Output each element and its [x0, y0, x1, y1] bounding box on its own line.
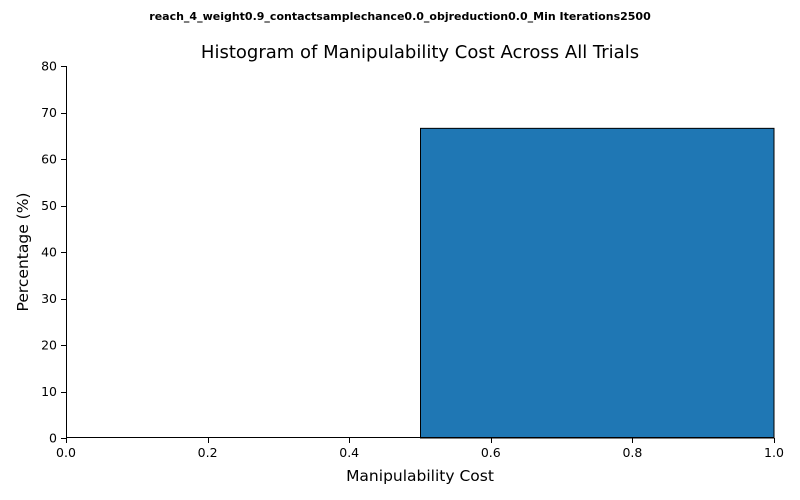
- histogram-bar-1: [420, 127, 775, 439]
- y-tick-label: 50: [41, 198, 57, 213]
- x-ticks-layer: 0.0 0.2 0.4 0.6 0.8 1.0: [56, 438, 784, 460]
- y-tick-label: 80: [41, 59, 57, 74]
- x-tick-label: 0.2: [198, 445, 218, 460]
- x-tick-label: 0.8: [622, 445, 642, 460]
- x-axis-label: Manipulability Cost: [346, 467, 494, 485]
- x-tick-label: 1.0: [764, 445, 784, 460]
- x-tick-label: 0.0: [56, 445, 76, 460]
- bars-layer: [420, 127, 775, 439]
- y-tick-label: 60: [41, 152, 57, 167]
- y-axis-label: Percentage (%): [14, 193, 32, 312]
- y-tick-label: 0: [49, 431, 57, 446]
- y-tick-label: 10: [41, 384, 57, 399]
- x-tick-label: 0.6: [481, 445, 501, 460]
- x-tick-label: 0.4: [339, 445, 359, 460]
- y-ticks-layer: 0 10 20 30 40 50 60 70 80: [41, 59, 66, 446]
- y-tick-label: 70: [41, 105, 57, 120]
- y-tick-label: 40: [41, 245, 57, 260]
- chart-title: Histogram of Manipulability Cost Across …: [201, 42, 639, 63]
- y-tick-label: 20: [41, 338, 57, 353]
- chart-suptitle: reach_4_weight0.9_contactsamplechance0.0…: [149, 10, 651, 23]
- y-tick-label: 30: [41, 291, 57, 306]
